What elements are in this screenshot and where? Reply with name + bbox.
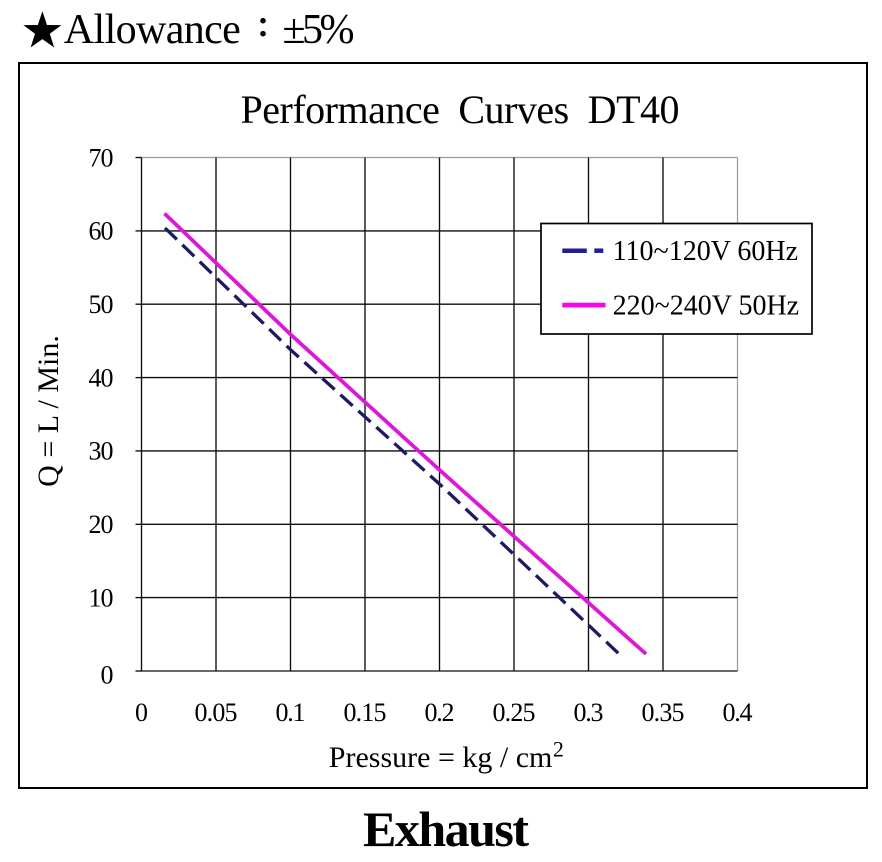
svg-text:220~240V 50Hz: 220~240V 50Hz <box>613 290 800 321</box>
svg-text:0.1: 0.1 <box>276 698 306 727</box>
svg-text:0.05: 0.05 <box>195 698 238 727</box>
svg-text:0.25: 0.25 <box>493 698 536 727</box>
svg-text:10: 10 <box>89 583 114 612</box>
svg-text:0.4: 0.4 <box>723 698 753 727</box>
svg-text:0.35: 0.35 <box>642 698 685 727</box>
svg-text:110~120V 60Hz: 110~120V 60Hz <box>613 236 798 267</box>
svg-text:30: 30 <box>89 437 114 466</box>
svg-text:0.3: 0.3 <box>574 698 604 727</box>
svg-text:Allowance: Allowance <box>64 7 241 53</box>
svg-text:Exhaust: Exhaust <box>363 801 529 857</box>
svg-text:Q = L / Min.: Q = L / Min. <box>32 335 65 487</box>
svg-text:0: 0 <box>135 698 148 727</box>
svg-text:2: 2 <box>553 737 564 762</box>
svg-text:±5%: ±5% <box>283 7 355 53</box>
svg-text:60: 60 <box>89 217 114 246</box>
svg-text:50: 50 <box>89 290 114 319</box>
svg-text:70: 70 <box>89 143 114 172</box>
svg-text:0.2: 0.2 <box>425 698 455 727</box>
svg-text:0.15: 0.15 <box>344 698 387 727</box>
svg-text:40: 40 <box>89 363 114 392</box>
svg-text:Pressure = kg / cm: Pressure = kg / cm <box>329 741 553 774</box>
svg-text:Performance Curves DT40: Performance Curves DT40 <box>241 87 680 132</box>
svg-text:0: 0 <box>101 661 114 690</box>
svg-text:20: 20 <box>89 510 114 539</box>
